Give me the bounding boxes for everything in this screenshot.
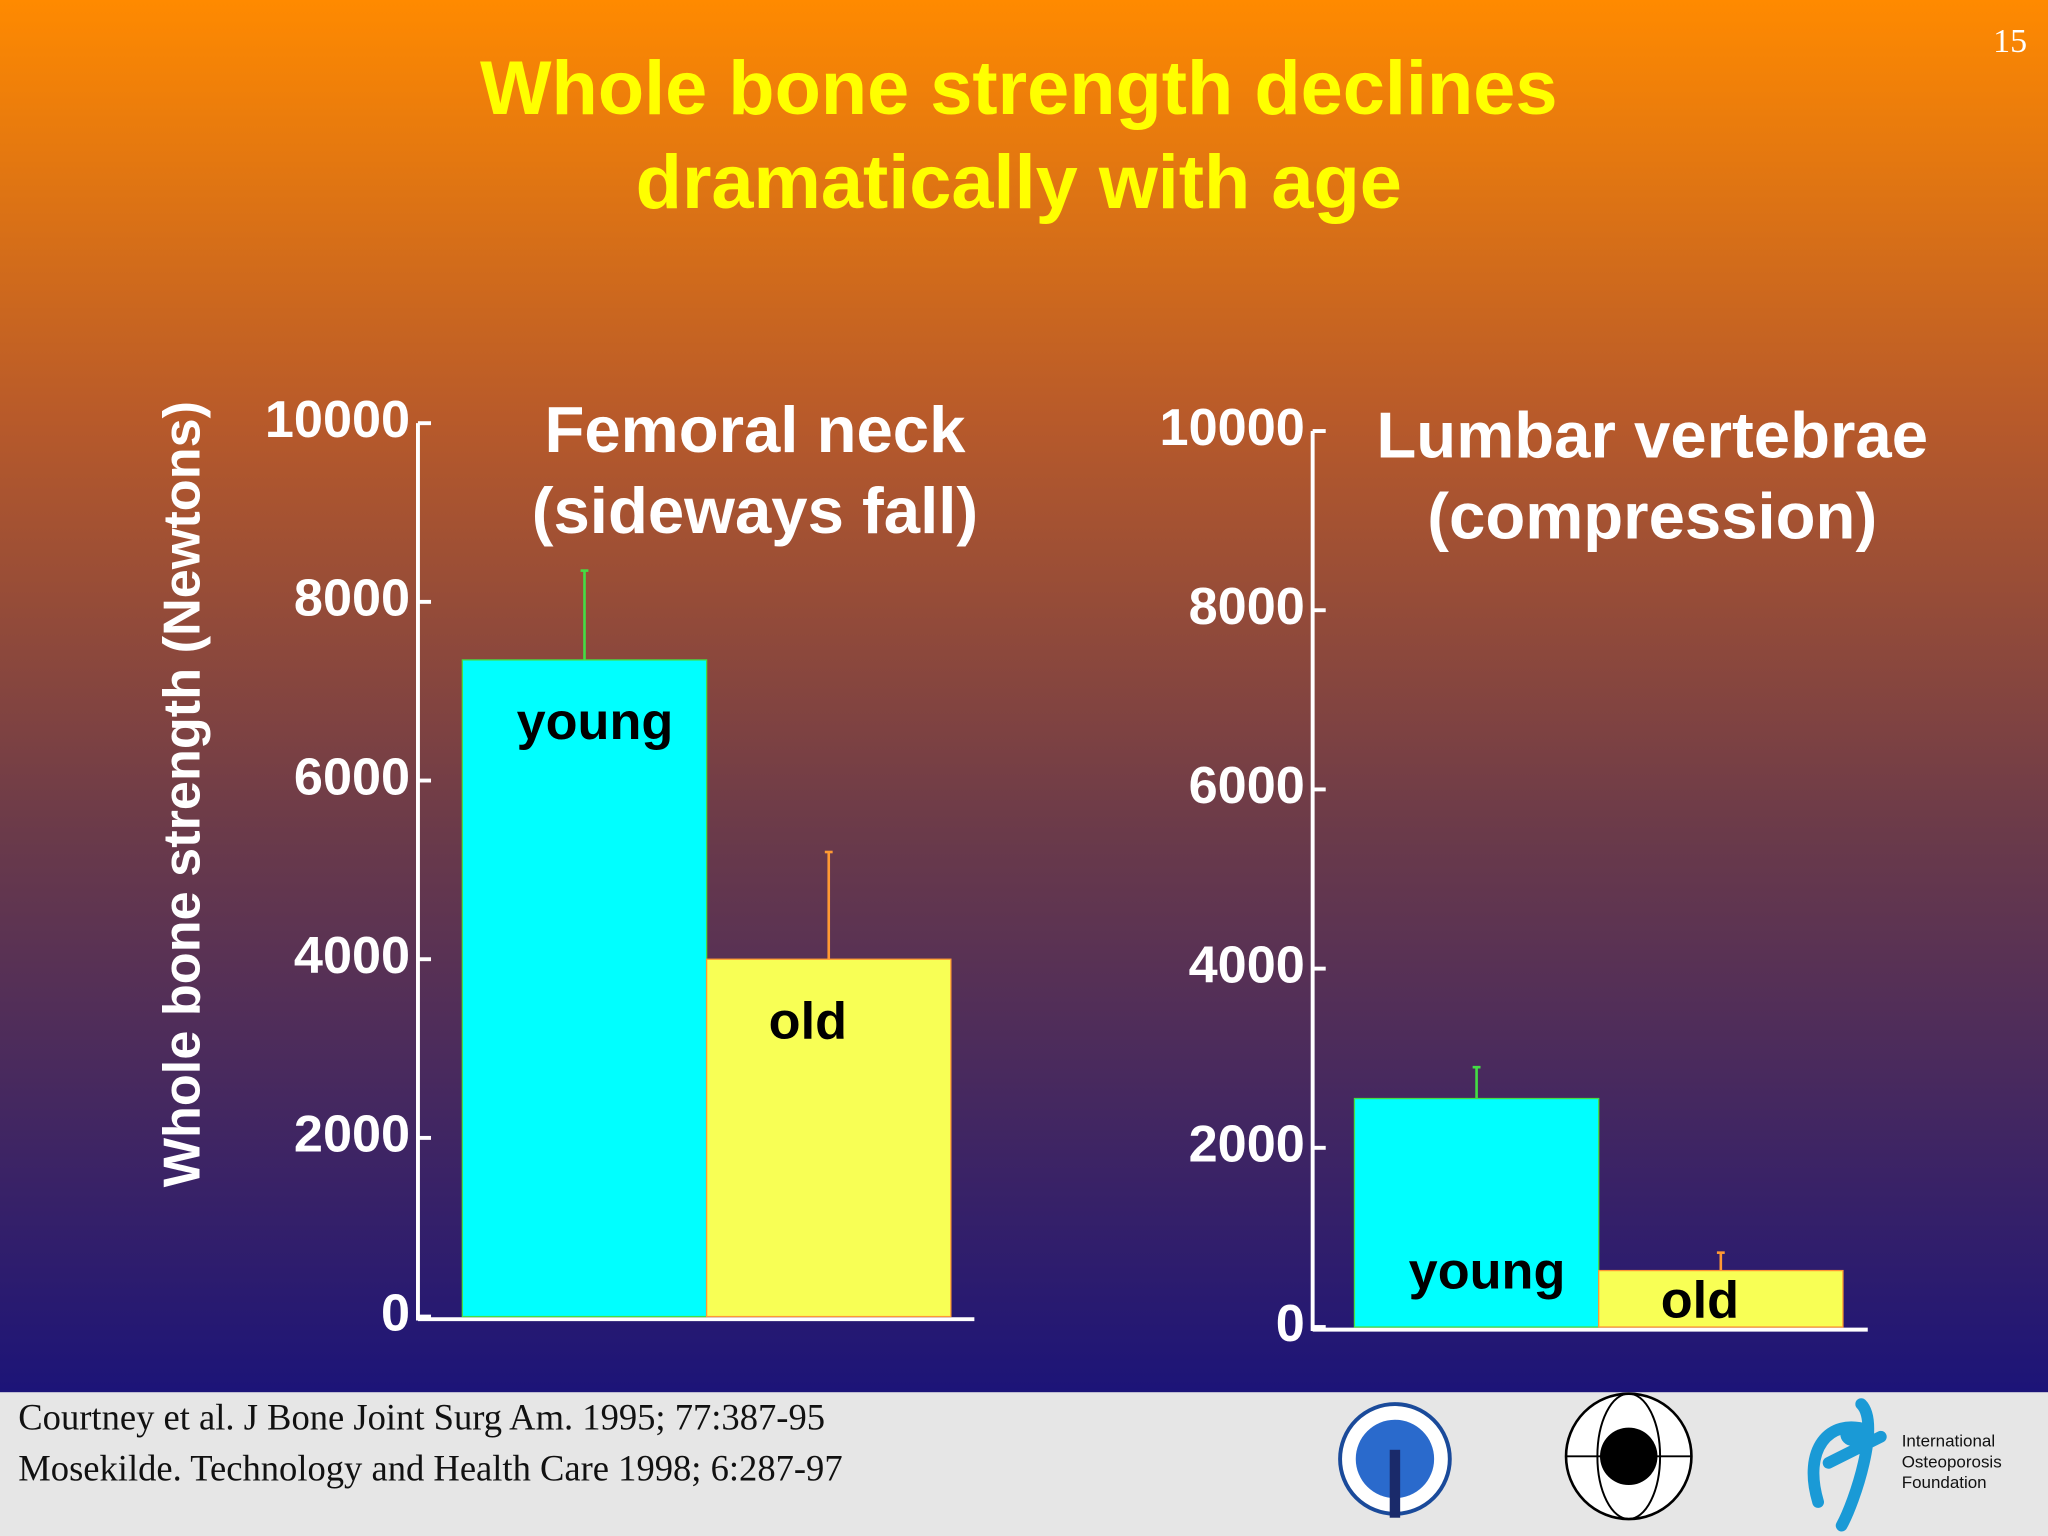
- bar: [1353, 1097, 1600, 1328]
- y-tick-label: 0: [1276, 1295, 1305, 1353]
- y-tick-label: 10000: [1160, 399, 1305, 457]
- y-tick-label: 4000: [1189, 936, 1305, 994]
- logo-text: Osteoporosis: [1902, 1452, 2002, 1471]
- bar: [461, 659, 708, 1318]
- y-tick-label: 0: [381, 1284, 410, 1342]
- logo-bjd: [1338, 1402, 1452, 1518]
- y-tick-label: 8000: [1189, 578, 1305, 636]
- bar-label: old: [769, 992, 847, 1050]
- y-tick-label: 8000: [294, 570, 410, 628]
- bar: [1598, 1269, 1844, 1328]
- chart-title: Femoral neck: [544, 393, 966, 466]
- y-tick-label: 10000: [265, 391, 410, 449]
- footer-band: [0, 1392, 2048, 1536]
- chart-title: (sideways fall): [532, 474, 978, 547]
- slide-title: Whole bone strength declines: [480, 46, 1557, 131]
- y-tick-label: 6000: [1189, 757, 1305, 815]
- page-number: 15: [1993, 23, 2027, 60]
- y-tick-label: 4000: [294, 927, 410, 985]
- y-tick-label: 6000: [294, 748, 410, 806]
- chart-title: (compression): [1427, 479, 1877, 552]
- slide-title: dramatically with age: [636, 140, 1402, 225]
- logo-iof: [1807, 1398, 1887, 1532]
- bar-label: young: [517, 693, 674, 751]
- y-axis-label: Whole bone strength (Newtons): [153, 401, 211, 1187]
- background: [0, 0, 2048, 1393]
- reference: Mosekilde. Technology and Health Care 19…: [18, 1447, 842, 1488]
- logo-isfr: [1564, 1392, 1693, 1521]
- bar-label: young: [1409, 1243, 1566, 1301]
- bar: [705, 958, 952, 1318]
- y-tick-label: 2000: [1189, 1116, 1305, 1174]
- chart-title: Lumbar vertebrae: [1376, 398, 1928, 471]
- bar-label: old: [1661, 1271, 1739, 1329]
- logo-text: Foundation: [1902, 1473, 1987, 1492]
- logo-text: International: [1902, 1431, 1995, 1450]
- y-tick-label: 2000: [294, 1106, 410, 1164]
- reference: Courtney et al. J Bone Joint Surg Am. 19…: [18, 1396, 825, 1437]
